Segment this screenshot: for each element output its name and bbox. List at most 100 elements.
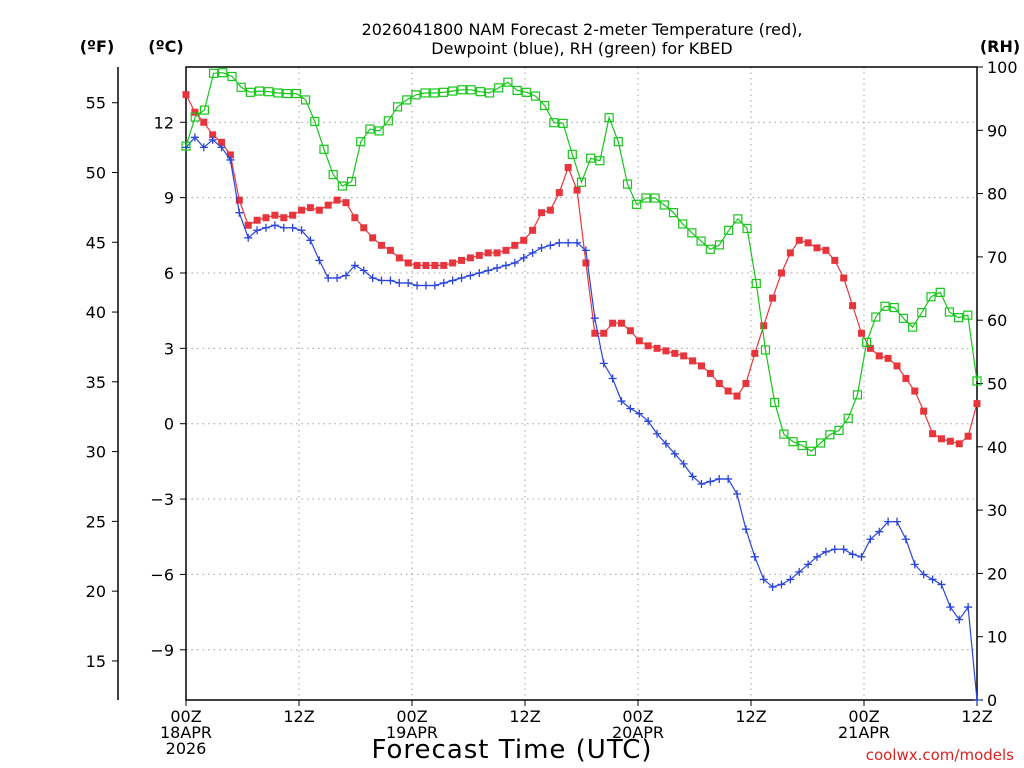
dewpoint-point <box>617 397 626 406</box>
temperature-point <box>733 392 741 400</box>
dewpoint-point <box>270 221 279 230</box>
temperature-point <box>662 347 670 355</box>
dewpoint-point <box>706 477 715 486</box>
rh-point <box>374 126 384 136</box>
rh-point <box>705 244 715 254</box>
fahrenheit-tick-label: 45 <box>86 233 106 252</box>
dewpoint-point <box>475 268 484 277</box>
dewpoint-point <box>964 603 973 612</box>
temperature-point <box>546 206 554 214</box>
temperature-point <box>493 249 501 257</box>
temperature-point <box>884 354 892 362</box>
temperature-point <box>706 369 714 377</box>
rh-tick-label: 10 <box>987 628 1007 647</box>
fahrenheit-tick-label: 35 <box>86 373 106 392</box>
dewpoint-point <box>546 241 555 250</box>
temperature-point <box>360 224 368 232</box>
rh-point <box>208 68 219 78</box>
chart-title-line-1: 2026041800 NAM Forecast 2-meter Temperat… <box>362 20 803 39</box>
temperature-point <box>946 437 954 445</box>
dewpoint-point <box>217 143 226 152</box>
dewpoint-point <box>528 248 537 257</box>
rh-point <box>273 88 283 98</box>
rh-point <box>227 71 237 82</box>
temperature-point <box>484 249 492 257</box>
rh-point <box>797 440 807 451</box>
rh-point <box>926 292 936 302</box>
rh-point <box>181 141 191 151</box>
rh-unit-label: (RH) <box>980 37 1020 56</box>
time-tick-label: 12Z <box>283 707 314 726</box>
rh-point <box>834 425 844 435</box>
dewpoint-point <box>564 238 573 247</box>
temperature-point <box>751 349 759 357</box>
celsius-tick-label: 0 <box>164 415 174 434</box>
dewpoint-point <box>973 696 981 704</box>
rh-point <box>586 153 596 163</box>
rh-tick-label: 20 <box>987 564 1007 583</box>
rh-point <box>641 193 651 203</box>
rh-point <box>218 68 228 78</box>
dewpoint-point <box>519 253 528 262</box>
dewpoint-point <box>457 274 466 282</box>
temperature-point <box>315 206 323 214</box>
temperature-point <box>235 196 243 204</box>
dewpoint-point <box>715 474 724 483</box>
rh-point <box>402 95 412 105</box>
rh-point <box>898 313 909 323</box>
time-tick-label: 2026 <box>166 739 207 758</box>
dewpoint-point <box>448 276 457 285</box>
temperature-point <box>226 151 234 159</box>
temperature-point <box>777 269 785 277</box>
dewpoint-point <box>821 547 830 556</box>
dewpoint-point <box>430 281 439 290</box>
dewpoint-point <box>919 570 928 579</box>
rh-point <box>917 308 927 318</box>
rh-point <box>264 87 274 97</box>
temperature-point <box>191 108 199 116</box>
chart-title-line-2: Dewpoint (blue), RH (green) for KBED <box>431 39 732 58</box>
temperature-point <box>813 244 821 252</box>
temperature-point <box>431 261 439 269</box>
rh-point <box>494 83 504 93</box>
dewpoint-point <box>786 575 795 584</box>
dewpoint-point <box>608 374 617 383</box>
temperature-point <box>840 274 848 282</box>
time-tick-label: 20APR <box>612 723 664 742</box>
dewpoint-point <box>261 223 270 232</box>
rh-point <box>733 214 743 224</box>
time-tick-label: 00Z <box>396 707 427 726</box>
temperature-point <box>564 163 572 171</box>
dewpoint-point <box>848 550 857 559</box>
rh-point <box>908 322 918 332</box>
temperature-point <box>973 400 981 408</box>
rh-point <box>521 87 531 97</box>
temperature-point <box>306 204 314 212</box>
dewpoint-point <box>377 276 386 285</box>
celsius-tick-label: 3 <box>164 339 174 358</box>
rh-point <box>337 181 347 191</box>
dewpoint-point <box>599 359 608 368</box>
temperature-point <box>200 118 208 126</box>
dewpoint-point <box>333 274 342 282</box>
rh-tick-label: 60 <box>987 311 1007 330</box>
rh-point <box>852 390 863 400</box>
temperature-point <box>502 246 510 254</box>
temperature-point <box>529 226 537 234</box>
rh-point <box>475 87 485 97</box>
temperature-point <box>769 294 777 302</box>
rh-point <box>199 105 209 115</box>
celsius-tick-label: 9 <box>164 189 174 208</box>
credit-text: coolwx.com/models <box>866 746 1014 764</box>
dewpoint-point <box>661 439 670 448</box>
temperature-point <box>822 246 830 254</box>
time-tick-label: 12Z <box>735 707 766 726</box>
temperature-point <box>253 216 261 224</box>
temperature-point <box>280 214 288 222</box>
time-tick-label: 19APR <box>386 723 438 742</box>
dewpoint-point <box>279 223 288 232</box>
temperature-point <box>697 362 705 370</box>
rh-point <box>742 223 752 234</box>
temperature-point <box>689 357 697 365</box>
time-tick-label: 00Z <box>622 707 653 726</box>
